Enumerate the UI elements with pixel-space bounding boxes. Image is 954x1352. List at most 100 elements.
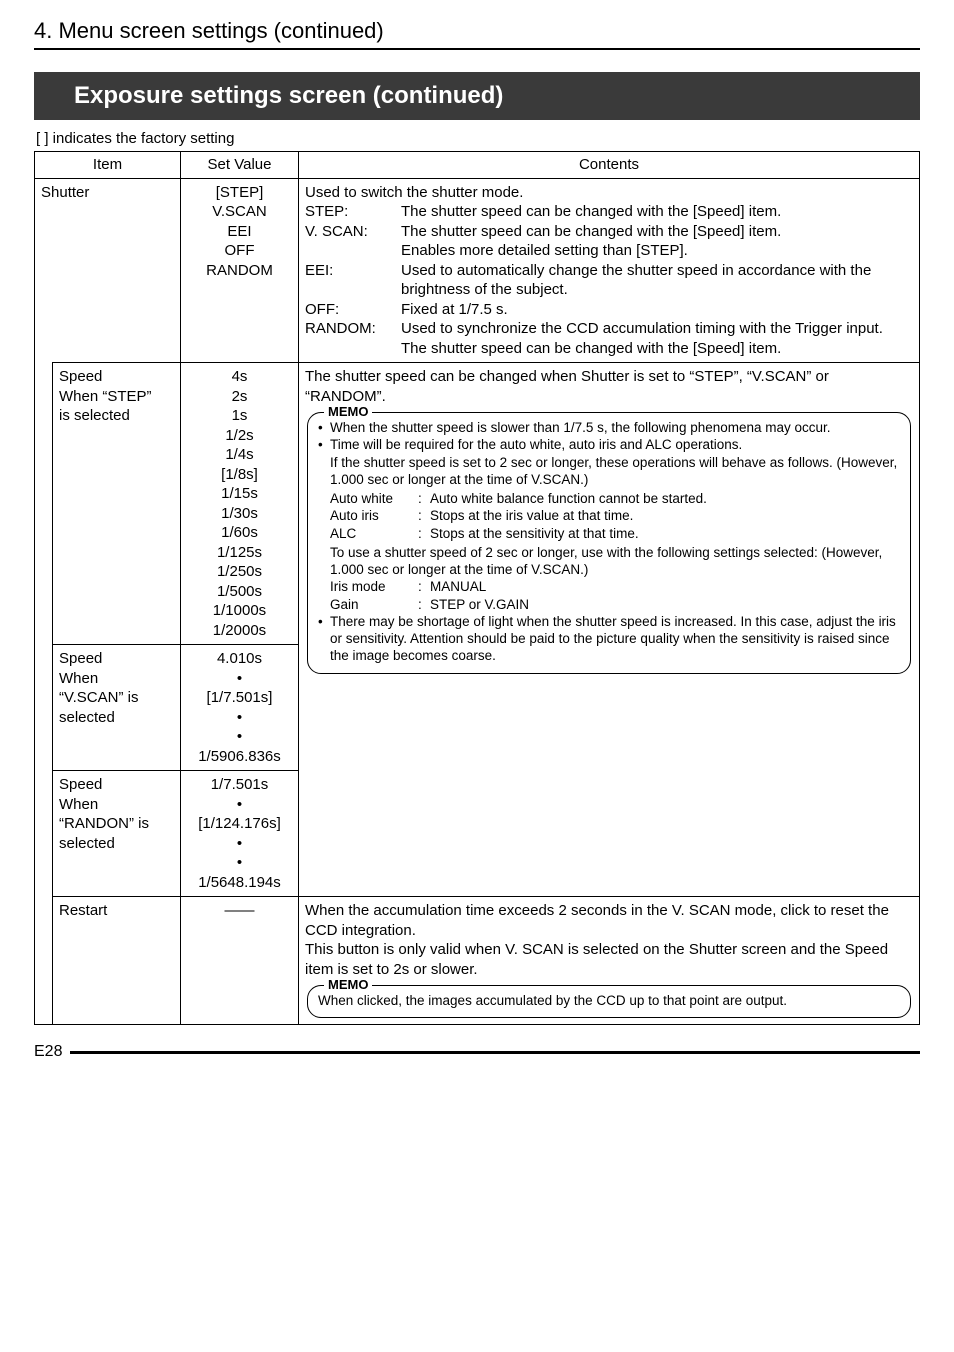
mode-val: The shutter speed can be changed with th… — [401, 222, 913, 261]
cell-speed-contents: The shutter speed can be changed when Sh… — [299, 363, 920, 897]
set-value: 1/5906.836s — [187, 747, 292, 767]
row-speed-step: Speed When “STEP” is selected 4s 2s 1s 1… — [35, 363, 920, 645]
set-value: 1/7.501s — [187, 775, 292, 795]
speed-intro: The shutter speed can be changed when Sh… — [305, 367, 913, 406]
set-value: 2s — [187, 387, 292, 407]
memo-box: MEMO When clicked, the images accumulate… — [307, 985, 911, 1018]
set-value: [STEP] — [187, 183, 292, 203]
cell-restart-contents: When the accumulation time exceeds 2 sec… — [299, 897, 920, 1025]
memo-box: MEMO When the shutter speed is slower th… — [307, 412, 911, 674]
set-value: 4s — [187, 367, 292, 387]
set-value: 1/60s — [187, 523, 292, 543]
mode-key: OFF: — [305, 300, 397, 320]
memo-text: Time will be required for the auto white… — [330, 437, 742, 452]
set-value: 1s — [187, 406, 292, 426]
set-value: 1/250s — [187, 562, 292, 582]
shutter-intro: Used to switch the shutter mode. — [305, 183, 913, 203]
th-item: Item — [35, 152, 181, 179]
set-value: [1/7.501s] — [187, 688, 292, 708]
set-value: • — [187, 834, 292, 854]
memo-bullet: When the shutter speed is slower than 1/… — [318, 419, 900, 436]
memo-bullet: Time will be required for the auto white… — [318, 436, 900, 613]
settings-table: Item Set Value Contents Shutter [STEP] V… — [34, 151, 920, 1025]
mode-val: Used to automatically change the shutter… — [401, 261, 913, 300]
colon: : — [418, 525, 430, 542]
mode-key: RANDOM: — [305, 319, 397, 358]
memo-val: Stops at the sensitivity at that time. — [430, 525, 900, 542]
memo-key: Gain — [330, 596, 418, 613]
cell-speed-step-item: Speed When “STEP” is selected — [53, 363, 181, 645]
colon: : — [418, 578, 430, 595]
set-value: 1/1000s — [187, 601, 292, 621]
th-contents: Contents — [299, 152, 920, 179]
mode-val: Used to synchronize the CCD accumulation… — [401, 319, 913, 358]
memo-text: If the shutter speed is set to 2 sec or … — [330, 455, 897, 487]
th-set: Set Value — [181, 152, 299, 179]
set-value: RANDOM — [187, 261, 292, 281]
memo-key: Auto iris — [330, 507, 418, 524]
set-value: 1/500s — [187, 582, 292, 602]
set-value: 1/5648.194s — [187, 873, 292, 893]
set-value: [1/8s] — [187, 465, 292, 485]
page-number: E28 — [34, 1043, 62, 1061]
set-value: 1/15s — [187, 484, 292, 504]
cell-shutter-contents: Used to switch the shutter mode. STEP: T… — [299, 178, 920, 363]
mode-key: EEI: — [305, 261, 397, 300]
cell-restart-item: Restart — [53, 897, 181, 1025]
set-value: 1/4s — [187, 445, 292, 465]
hier-spacer — [35, 771, 53, 897]
set-value: [1/124.176s] — [187, 814, 292, 834]
memo-key: Auto white — [330, 490, 418, 507]
set-value: 1/2s — [187, 426, 292, 446]
hier-spacer — [35, 897, 53, 1025]
colon: : — [418, 507, 430, 524]
set-value: • — [187, 853, 292, 873]
set-value: OFF — [187, 241, 292, 261]
banner-title: Exposure settings screen (continued) — [34, 72, 920, 120]
set-value: • — [187, 795, 292, 815]
table-header-row: Item Set Value Contents — [35, 152, 920, 179]
row-restart: Restart —— When the accumulation time ex… — [35, 897, 920, 1025]
mode-val: Fixed at 1/7.5 s. — [401, 300, 913, 320]
set-value: EEI — [187, 222, 292, 242]
cell-speed-vscan-item: Speed When “V.SCAN” is selected — [53, 645, 181, 771]
set-value: 1/125s — [187, 543, 292, 563]
cell-speed-vscan-set: 4.010s • [1/7.501s] • • 1/5906.836s — [181, 645, 299, 771]
row-shutter: Shutter [STEP] V.SCAN EEI OFF RANDOM Use… — [35, 178, 920, 363]
colon: : — [418, 490, 430, 507]
divider — [34, 48, 920, 50]
memo-key: Iris mode — [330, 578, 418, 595]
cell-restart-set: —— — [181, 897, 299, 1025]
cell-speed-random-item: Speed When “RANDON” is selected — [53, 771, 181, 897]
memo-val: MANUAL — [430, 578, 900, 595]
mode-key: STEP: — [305, 202, 397, 222]
set-value: • — [187, 708, 292, 728]
memo-val: Stops at the iris value at that time. — [430, 507, 900, 524]
restart-text: When the accumulation time exceeds 2 sec… — [305, 901, 913, 940]
section-title: 4. Menu screen settings (continued) — [34, 18, 920, 44]
set-value: 4.010s — [187, 649, 292, 669]
set-value: • — [187, 727, 292, 747]
hier-spacer — [35, 363, 53, 645]
memo-label: MEMO — [324, 977, 372, 994]
factory-note: [ ] indicates the factory setting — [36, 130, 920, 147]
memo-text: To use a shutter speed of 2 sec or longe… — [330, 544, 900, 579]
memo-text: When clicked, the images accumulated by … — [318, 992, 900, 1009]
cell-shutter-set: [STEP] V.SCAN EEI OFF RANDOM — [181, 178, 299, 363]
mode-val: The shutter speed can be changed with th… — [401, 202, 913, 222]
set-value: 1/30s — [187, 504, 292, 524]
set-value: V.SCAN — [187, 202, 292, 222]
hier-spacer — [35, 645, 53, 771]
set-value: 1/2000s — [187, 621, 292, 641]
cell-speed-random-set: 1/7.501s • [1/124.176s] • • 1/5648.194s — [181, 771, 299, 897]
colon: : — [418, 596, 430, 613]
restart-text: This button is only valid when V. SCAN i… — [305, 940, 913, 979]
set-value: • — [187, 669, 292, 689]
memo-bullet: There may be shortage of light when the … — [318, 613, 900, 665]
cell-speed-step-set: 4s 2s 1s 1/2s 1/4s [1/8s] 1/15s 1/30s 1/… — [181, 363, 299, 645]
memo-val: STEP or V.GAIN — [430, 596, 900, 613]
cell-shutter-item: Shutter — [35, 178, 181, 363]
mode-key: V. SCAN: — [305, 222, 397, 261]
memo-key: ALC — [330, 525, 418, 542]
memo-val: Auto white balance function cannot be st… — [430, 490, 900, 507]
